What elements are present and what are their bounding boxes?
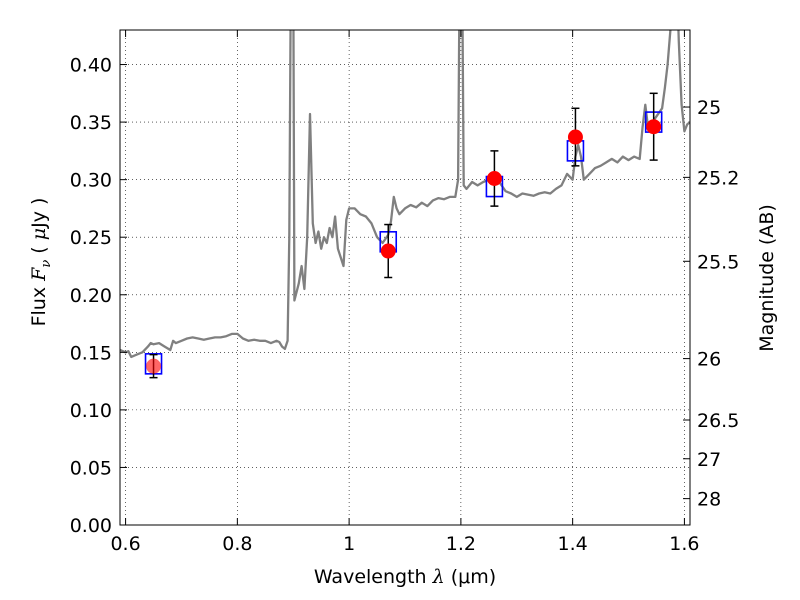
x-tick-label-2: 1 — [343, 533, 355, 555]
y-tick-label-6: 0.30 — [70, 170, 112, 192]
right-tick-label-3: 26 — [697, 349, 721, 371]
observed-point-3 — [567, 129, 583, 145]
x-axis-title: Wavelength λ (μm) — [314, 566, 496, 588]
right-tick-label-1: 25.2 — [697, 167, 739, 189]
x-tick-label-3: 1.2 — [446, 533, 476, 555]
right-tick-label-0: 25 — [697, 97, 721, 119]
observed-point-1 — [380, 243, 396, 259]
plot-area — [120, 30, 690, 379]
axis-ticks: 0.6 0.8 1 1.2 1.4 1.6 0.00 0.05 0.10 0.15 0.20 0.25… — [70, 30, 739, 555]
x-tick-label-1: 0.8 — [222, 533, 252, 555]
y-tick-label-8: 0.40 — [70, 55, 112, 77]
spectrum-line — [120, 30, 690, 359]
y-tick-label-7: 0.35 — [70, 112, 112, 134]
x-tick-label-4: 1.4 — [558, 533, 588, 555]
observed-point-2 — [486, 171, 502, 186]
observed-point-0 — [146, 358, 162, 374]
right-axis-title: Magnitude (AB) — [756, 204, 778, 352]
y-axis-title: Flux Fν ( μJy ) — [28, 198, 54, 327]
observed-point-4 — [646, 119, 662, 135]
right-tick-label-2: 25.5 — [697, 251, 739, 273]
plot-frame — [119, 29, 691, 526]
y-tick-label-3: 0.15 — [70, 342, 112, 364]
y-tick-label-1: 0.05 — [70, 457, 112, 479]
y-tick-label-2: 0.10 — [70, 400, 112, 422]
right-tick-label-6: 28 — [697, 489, 721, 511]
right-tick-label-4: 26.5 — [697, 410, 739, 432]
x-tick-label-5: 1.6 — [669, 533, 699, 555]
x-tick-label-0: 0.6 — [110, 533, 140, 555]
y-tick-label-4: 0.20 — [70, 285, 112, 307]
y-tick-label-5: 0.25 — [70, 227, 112, 249]
y-tick-label-0: 0.00 — [70, 515, 112, 537]
right-tick-label-5: 27 — [697, 449, 721, 471]
